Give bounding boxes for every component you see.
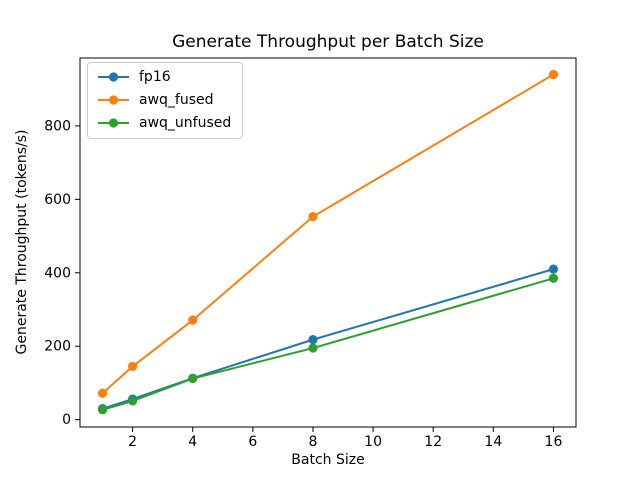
y-tick-label: 800 xyxy=(44,118,71,134)
y-tick-label: 0 xyxy=(62,412,71,428)
series-awq_fused xyxy=(97,69,559,398)
legend-label-awq-fused: awq_fused xyxy=(139,91,214,108)
x-tick-label: 16 xyxy=(545,434,563,450)
x-tick-label: 14 xyxy=(484,434,502,450)
legend-line-sample-awq-unfused xyxy=(98,117,129,128)
legend-line-sample-awq-fused xyxy=(98,94,129,105)
series-awq_unfused xyxy=(97,273,559,415)
legend-label-fp16: fp16 xyxy=(139,68,171,85)
x-tick-label: 2 xyxy=(128,434,137,450)
data-point-awq_unfused xyxy=(128,396,138,406)
legend-line-sample-fp16 xyxy=(98,71,129,82)
data-point-fp16 xyxy=(548,264,559,274)
y-tick-label: 600 xyxy=(44,192,71,208)
legend-entry-awq-fused: awq_fused xyxy=(97,88,231,111)
data-point-awq_fused xyxy=(97,388,108,398)
data-point-awq_unfused xyxy=(188,373,198,384)
x-tick-label: 6 xyxy=(248,434,257,450)
y-tick-label: 400 xyxy=(44,265,71,281)
data-point-awq_unfused xyxy=(308,343,318,353)
x-tick-label: 4 xyxy=(188,434,197,450)
legend: fp16 awq_fused awq_unfused xyxy=(87,62,244,139)
legend-label-awq-unfused: awq_unfused xyxy=(139,114,232,131)
x-tick-label: 10 xyxy=(364,434,382,450)
x-tick-label: 8 xyxy=(309,434,318,450)
x-tick-label: 12 xyxy=(424,434,442,450)
data-point-awq_fused xyxy=(128,361,138,372)
data-point-awq_fused xyxy=(548,69,559,80)
legend-entry-awq-unfused: awq_unfused xyxy=(97,111,231,134)
data-point-awq_unfused xyxy=(97,405,108,415)
data-point-awq_unfused xyxy=(548,273,559,283)
x-ticks: 2 4 6 8 10 12 14 16 xyxy=(128,427,562,450)
axes-spines xyxy=(79,57,577,428)
y-ticks: 0 200 400 600 800 xyxy=(44,118,80,428)
data-point-fp16 xyxy=(308,335,318,345)
x-axis-label: Batch Size xyxy=(291,452,365,468)
chart-title: Generate Throughput per Batch Size xyxy=(172,32,484,52)
legend-entry-fp16: fp16 xyxy=(97,65,231,88)
data-point-awq_fused xyxy=(188,315,198,325)
y-tick-label: 200 xyxy=(44,339,71,355)
data-point-awq_fused xyxy=(308,212,318,222)
